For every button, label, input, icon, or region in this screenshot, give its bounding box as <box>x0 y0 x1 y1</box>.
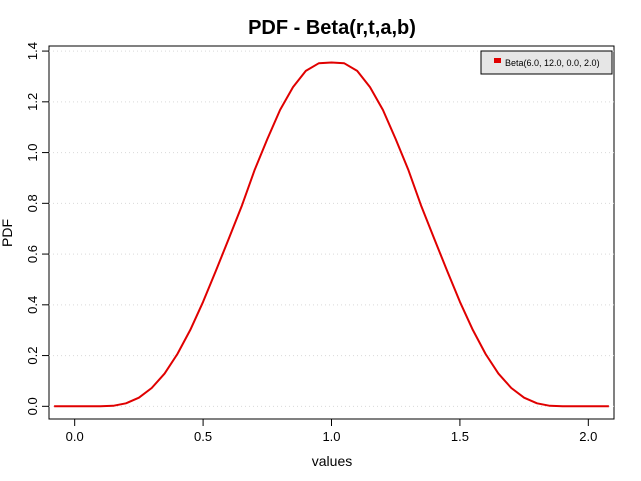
legend-swatch <box>494 58 501 63</box>
x-tick-label: 0.5 <box>194 429 212 444</box>
x-tick-label: 0.0 <box>66 429 84 444</box>
x-axis: 0.0 0.5 1.0 1.5 2.0 <box>66 419 597 444</box>
x-tick-label: 2.0 <box>579 429 597 444</box>
series-layer <box>54 61 609 408</box>
y-tick-label: 0.8 <box>25 194 40 212</box>
legend-label: Beta(6.0, 12.0, 0.0, 2.0) <box>505 58 600 68</box>
y-axis: 0.0 0.2 0.4 0.6 0.8 1.0 1.2 1.4 <box>25 42 49 415</box>
y-tick-label: 1.2 <box>25 93 40 111</box>
legend: Beta(6.0, 12.0, 0.0, 2.0) <box>480 50 613 75</box>
y-tick-label: 1.4 <box>25 42 40 60</box>
chart-title: PDF - Beta(r,t,a,b) <box>248 17 416 39</box>
series-line <box>54 61 609 408</box>
x-axis-label: values <box>312 453 352 469</box>
y-tick-label: 0.0 <box>25 397 40 415</box>
x-tick-label: 1.0 <box>322 429 340 444</box>
y-axis-label: PDF <box>0 219 15 247</box>
y-tick-label: 0.2 <box>25 347 40 365</box>
x-tick-label: 1.5 <box>451 429 469 444</box>
y-tick-label: 1.0 <box>25 144 40 162</box>
legend-box <box>480 50 613 75</box>
y-tick-label: 0.6 <box>25 245 40 263</box>
y-tick-label: 0.4 <box>25 296 40 314</box>
